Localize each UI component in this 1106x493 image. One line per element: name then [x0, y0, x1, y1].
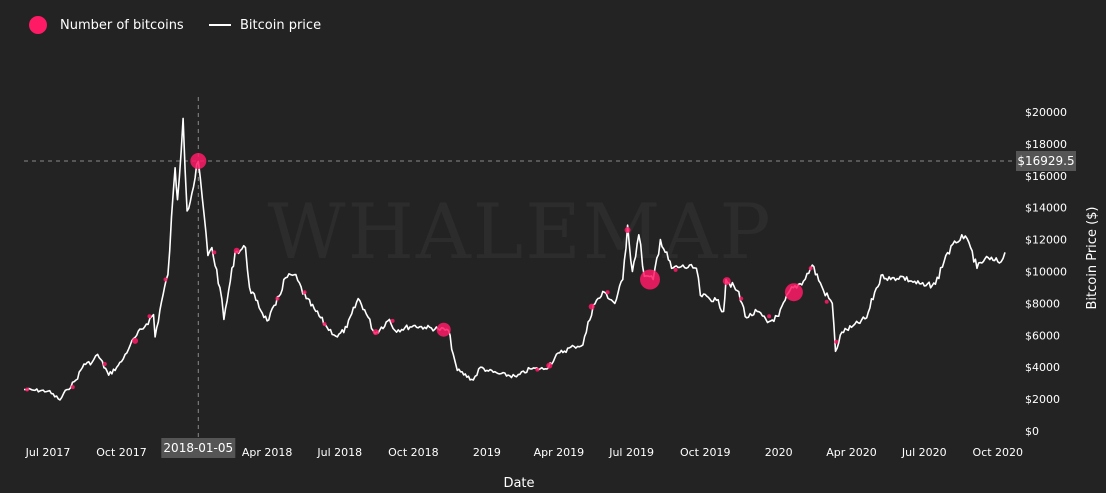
crosshair-price-label: $16929.5 [1017, 154, 1074, 168]
x-tick-label: 2019 [473, 446, 501, 459]
legend-item-price[interactable]: Bitcoin price [209, 18, 321, 33]
x-tick-label: Jul 2020 [901, 446, 947, 459]
bubble-series [25, 153, 839, 392]
crosshair-labels: 2018-01-05 $16929.5 [161, 151, 1076, 458]
y-tick-label: $14000 [1025, 202, 1067, 215]
bubble-point[interactable] [390, 318, 395, 323]
x-axis-ticks: Jul 2017 Oct 2017 Apr 2018 Jul 2018 Oct 2018… [25, 446, 1023, 459]
bubble-point[interactable] [322, 322, 327, 327]
x-tick-label: Oct 2019 [680, 446, 731, 459]
bubble-point[interactable] [163, 277, 168, 282]
y-tick-label: $20000 [1025, 106, 1067, 119]
bubble-point[interactable] [147, 314, 152, 319]
bubble-point[interactable] [372, 329, 379, 336]
x-tick-label: Oct 2018 [388, 446, 439, 459]
legend: Number of bitcoins Bitcoin price [29, 16, 321, 34]
price-line [23, 117, 1006, 401]
x-tick-label: Apr 2020 [826, 446, 877, 459]
x-axis-title: Date [503, 476, 534, 491]
watermark: WHALEMAP [267, 187, 772, 276]
x-tick-label: Apr 2019 [534, 446, 585, 459]
crosshair-date-label: 2018-01-05 [163, 441, 233, 455]
bubble-point[interactable] [722, 277, 731, 286]
bubble-point[interactable] [640, 269, 660, 290]
y-tick-label: $12000 [1025, 234, 1067, 247]
bubble-point[interactable] [70, 385, 75, 390]
bubble-point[interactable] [190, 153, 207, 169]
bubble-point[interactable] [824, 299, 829, 304]
x-tick-label: Jul 2019 [608, 446, 654, 459]
y-tick-label: $6000 [1025, 329, 1060, 342]
bubble-point[interactable] [275, 296, 280, 301]
bubble-point[interactable] [767, 314, 772, 319]
bubble-point[interactable] [535, 367, 540, 372]
y-tick-label: $16000 [1025, 170, 1067, 183]
bubble-point[interactable] [25, 387, 30, 392]
bubble-point[interactable] [212, 250, 217, 255]
bubble-point[interactable] [784, 283, 803, 302]
y-tick-label: $8000 [1025, 297, 1060, 310]
bubble-point[interactable] [808, 266, 813, 271]
x-tick-label: Oct 2017 [96, 446, 147, 459]
bubble-point[interactable] [605, 290, 610, 295]
y-tick-label: $0 [1025, 425, 1039, 438]
bubble-legend-icon [29, 16, 47, 34]
bubble-point[interactable] [132, 337, 139, 344]
bubble-point[interactable] [673, 267, 678, 272]
bubble-point[interactable] [436, 322, 451, 337]
y-tick-label: $18000 [1025, 138, 1067, 151]
legend-label-price: Bitcoin price [240, 18, 321, 33]
bubble-point[interactable] [834, 339, 839, 344]
y-tick-label: $10000 [1025, 266, 1067, 279]
y-axis-title: Bitcoin Price ($) [1085, 207, 1100, 310]
crosshair-price-box [1016, 151, 1076, 171]
x-tick-label: Oct 2020 [973, 446, 1024, 459]
x-tick-label: Jul 2018 [316, 446, 362, 459]
legend-label-bubbles: Number of bitcoins [60, 18, 184, 33]
y-tick-label: $4000 [1025, 361, 1060, 374]
bubble-point[interactable] [739, 296, 744, 301]
price-series [23, 117, 1006, 401]
x-tick-label: 2020 [765, 446, 793, 459]
crosshair-date-box [161, 438, 236, 458]
bubble-point[interactable] [102, 362, 107, 366]
legend-item-bubbles[interactable]: Number of bitcoins [29, 16, 184, 34]
bubble-point[interactable] [302, 290, 307, 295]
y-tick-label: $2000 [1025, 393, 1060, 406]
bubble-point[interactable] [588, 303, 595, 310]
bubble-point[interactable] [233, 247, 240, 254]
bubble-point[interactable] [624, 227, 631, 233]
bubble-point[interactable] [546, 362, 553, 369]
y-axis-ticks: $0 $2000 $4000 $6000 $8000 $10000 $12000 $14000… [1025, 106, 1067, 438]
x-tick-label: Apr 2018 [242, 446, 293, 459]
x-tick-label: Jul 2017 [25, 446, 71, 459]
